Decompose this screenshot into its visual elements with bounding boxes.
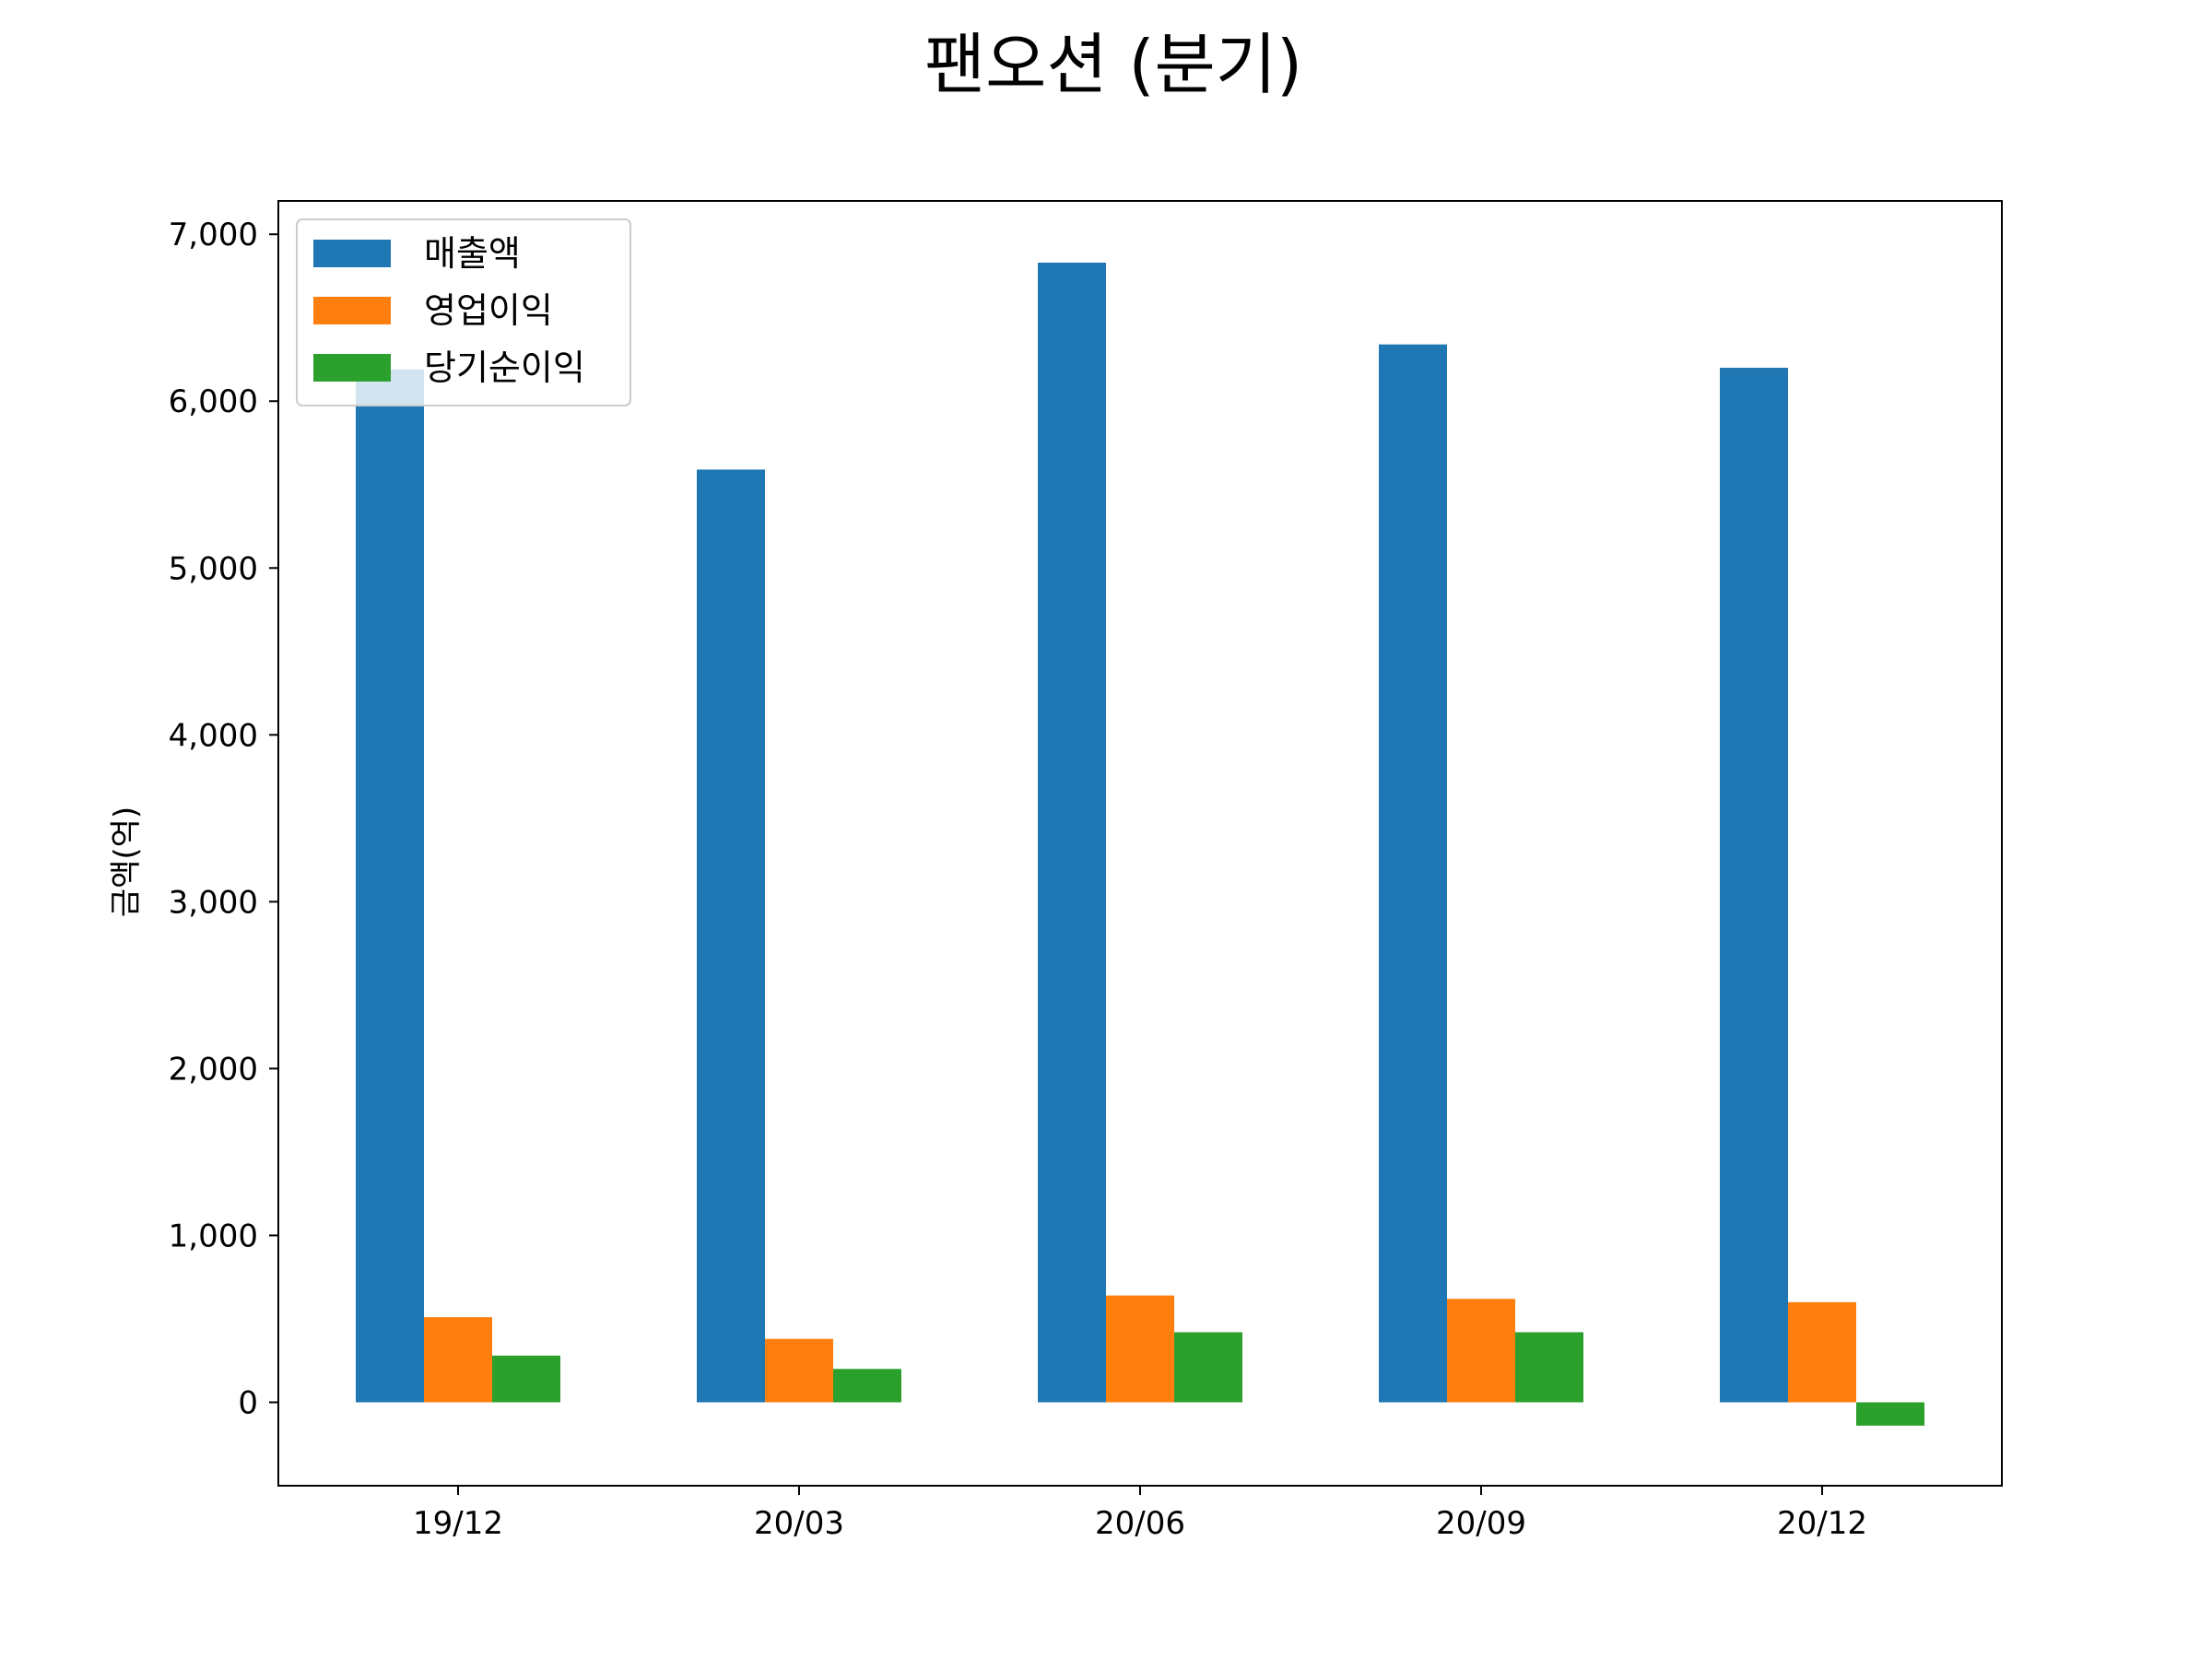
y-tick-label: 1,000 <box>169 1218 258 1254</box>
bar-20-06-series-1 <box>1106 1295 1174 1403</box>
legend-label-1: 영업이익 <box>424 290 553 331</box>
bar-20-12-series-2 <box>1856 1402 1924 1426</box>
bar-20-12-series-1 <box>1788 1301 1856 1403</box>
y-tick-label: 3,000 <box>169 884 258 921</box>
bar-20-03-series-1 <box>765 1338 833 1403</box>
x-tick-label: 20/12 <box>1777 1505 1867 1542</box>
bar-20-03-series-2 <box>833 1369 901 1403</box>
bar-20-12-series-0 <box>1720 368 1788 1403</box>
bar-19-12-series-1 <box>424 1317 492 1403</box>
axes-group: 0 1,000 2,000 3,000 4,000 5,000 6,000 7,000 19/1… <box>169 200 2003 1542</box>
bar-20-06-series-0 <box>1038 262 1106 1403</box>
bars-group <box>356 262 1924 1426</box>
legend-swatch-2 <box>313 354 391 382</box>
bar-19-12-series-0 <box>356 369 424 1403</box>
legend-label-0: 매출액 <box>424 233 521 274</box>
y-tick-label: 2,000 <box>169 1051 258 1088</box>
bar-20-09-series-1 <box>1447 1299 1515 1403</box>
y-tick-label: 6,000 <box>169 383 258 420</box>
legend-label-2: 당기순이익 <box>424 347 585 388</box>
y-axis-label: 금액(억) <box>108 806 145 917</box>
x-tick-label: 19/12 <box>413 1505 503 1542</box>
chart-title: 팬오션 (분기) <box>924 26 1302 103</box>
x-tick-label: 20/03 <box>754 1505 844 1542</box>
bar-20-03-series-0 <box>697 469 765 1403</box>
x-tick-label: 20/06 <box>1095 1505 1185 1542</box>
legend-swatch-1 <box>313 297 391 324</box>
bar-20-09-series-0 <box>1379 344 1447 1403</box>
x-tick-label: 20/09 <box>1436 1505 1526 1542</box>
legend-swatch-0 <box>313 240 391 267</box>
bar-20-06-series-2 <box>1174 1332 1242 1403</box>
y-tick-label: 5,000 <box>169 550 258 587</box>
y-tick-label: 7,000 <box>169 217 258 253</box>
bar-20-09-series-2 <box>1515 1332 1583 1403</box>
y-tick-label: 0 <box>238 1384 258 1421</box>
bar-19-12-series-2 <box>492 1355 560 1403</box>
y-tick-label: 4,000 <box>169 717 258 754</box>
